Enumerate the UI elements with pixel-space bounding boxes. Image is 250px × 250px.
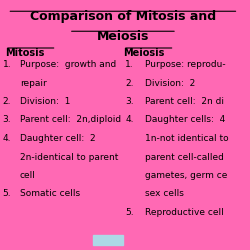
Text: 4.: 4. xyxy=(2,134,11,143)
Text: Mitosis: Mitosis xyxy=(5,48,44,58)
Text: Meiosis: Meiosis xyxy=(97,30,149,43)
Text: Meiosis: Meiosis xyxy=(123,48,164,58)
FancyBboxPatch shape xyxy=(94,235,123,245)
Text: 1.: 1. xyxy=(2,60,11,69)
Text: 2.: 2. xyxy=(2,97,11,106)
Text: Division:  1: Division: 1 xyxy=(20,97,70,106)
Text: 1n-not identical to: 1n-not identical to xyxy=(145,134,229,143)
Text: Reproductive cell: Reproductive cell xyxy=(145,208,224,217)
Text: parent cell-called: parent cell-called xyxy=(145,152,224,162)
Text: Division:  2: Division: 2 xyxy=(145,78,195,88)
Text: Daughter cell:  2: Daughter cell: 2 xyxy=(20,134,95,143)
Text: 5.: 5. xyxy=(125,208,134,217)
Text: 5.: 5. xyxy=(2,190,11,198)
Text: 2.: 2. xyxy=(125,78,134,88)
Text: Daughter cells:  4: Daughter cells: 4 xyxy=(145,116,225,124)
Text: Purpose: reprodu-: Purpose: reprodu- xyxy=(145,60,226,69)
Text: 3.: 3. xyxy=(125,97,134,106)
Text: Purpose:  growth and: Purpose: growth and xyxy=(20,60,116,69)
Text: 2n-identical to parent: 2n-identical to parent xyxy=(20,152,118,162)
Text: repair: repair xyxy=(20,78,46,88)
Text: gametes, germ ce: gametes, germ ce xyxy=(145,171,228,180)
Text: sex cells: sex cells xyxy=(145,190,184,198)
Text: 1.: 1. xyxy=(125,60,134,69)
Text: Parent cell:  2n,diploid: Parent cell: 2n,diploid xyxy=(20,116,121,124)
Text: Somatic cells: Somatic cells xyxy=(20,190,80,198)
Text: Comparison of Mitosis and: Comparison of Mitosis and xyxy=(30,10,216,23)
Text: 3.: 3. xyxy=(2,116,11,124)
Text: Parent cell:  2n di: Parent cell: 2n di xyxy=(145,97,224,106)
Text: cell: cell xyxy=(20,171,36,180)
Text: 4.: 4. xyxy=(125,116,134,124)
